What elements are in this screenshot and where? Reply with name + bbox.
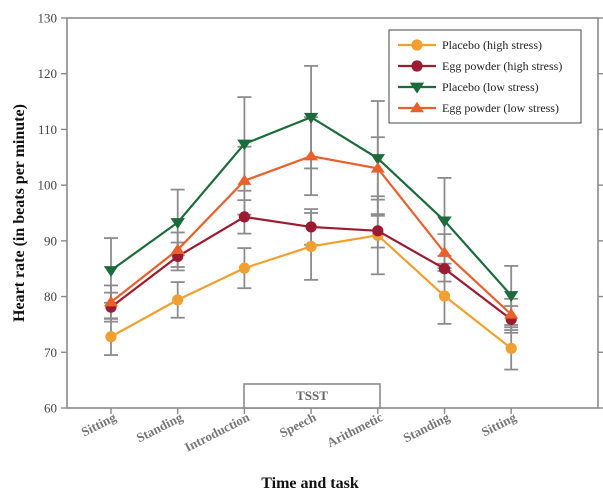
- data-point: [505, 342, 517, 354]
- y-tick-label: 70: [44, 345, 57, 360]
- x-tick-label: Standing: [134, 409, 186, 445]
- x-tick-label: Speech: [277, 409, 319, 440]
- data-point: [438, 290, 451, 302]
- y-tick-label: 130: [38, 11, 58, 26]
- y-tick-label: 80: [44, 289, 57, 304]
- x-tick-label: Standing: [401, 409, 453, 445]
- series-layer: [103, 65, 519, 371]
- data-point: [104, 295, 118, 307]
- x-tick-label: Sitting: [79, 409, 119, 439]
- series-3: [104, 149, 519, 319]
- x-axis-title: Time and task: [261, 475, 359, 491]
- legend-marker: [411, 39, 423, 51]
- series-0: [105, 229, 517, 354]
- legend-label: Placebo (high stress): [442, 38, 542, 52]
- y-tick-label: 60: [44, 401, 57, 416]
- y-tick-label: 110: [38, 122, 57, 137]
- data-point: [237, 174, 252, 185]
- legend: Placebo (high stress) Egg powder (high st…: [388, 29, 582, 124]
- legend-label: Egg powder (high stress): [442, 59, 562, 73]
- legend-marker: [409, 82, 425, 94]
- data-point: [372, 225, 384, 237]
- y-tick-label: 120: [38, 66, 58, 81]
- x-tick-label: Introduction: [182, 409, 252, 455]
- y-axis: 60 70 80 90 100 110 120 130: [38, 11, 603, 416]
- data-point: [304, 149, 319, 161]
- data-point: [103, 266, 119, 277]
- y-tick-label: 100: [38, 178, 58, 193]
- legend-marker: [410, 101, 424, 113]
- data-point: [504, 308, 519, 319]
- data-point: [305, 240, 317, 253]
- legend-label: Placebo (low stress): [442, 80, 539, 94]
- data-point: [170, 218, 185, 229]
- data-point: [438, 263, 451, 275]
- data-point: [437, 216, 452, 228]
- data-point: [238, 262, 250, 274]
- data-point: [370, 154, 385, 165]
- tsst-box: [243, 383, 381, 409]
- data-point: [303, 112, 319, 124]
- y-axis-title: Heart rate (in beats per minute): [11, 104, 28, 322]
- legend-marker: [411, 60, 423, 72]
- legend-label: Egg powder (low stress): [442, 101, 559, 115]
- x-tick-label: Arithmetic: [324, 409, 385, 450]
- data-point: [170, 243, 185, 254]
- data-point: [238, 211, 250, 223]
- y-tick-label: 90: [44, 233, 57, 248]
- data-point: [437, 246, 452, 257]
- tsst-bracket: TSST: [243, 383, 381, 409]
- series-2: [103, 112, 519, 302]
- tsst-label: TSST: [296, 388, 328, 403]
- data-point: [105, 331, 117, 343]
- data-point: [370, 162, 385, 173]
- x-tick-label: Sitting: [479, 409, 519, 439]
- data-point: [172, 294, 184, 306]
- data-point: [504, 291, 519, 302]
- data-point: [305, 221, 317, 233]
- data-point: [237, 139, 252, 151]
